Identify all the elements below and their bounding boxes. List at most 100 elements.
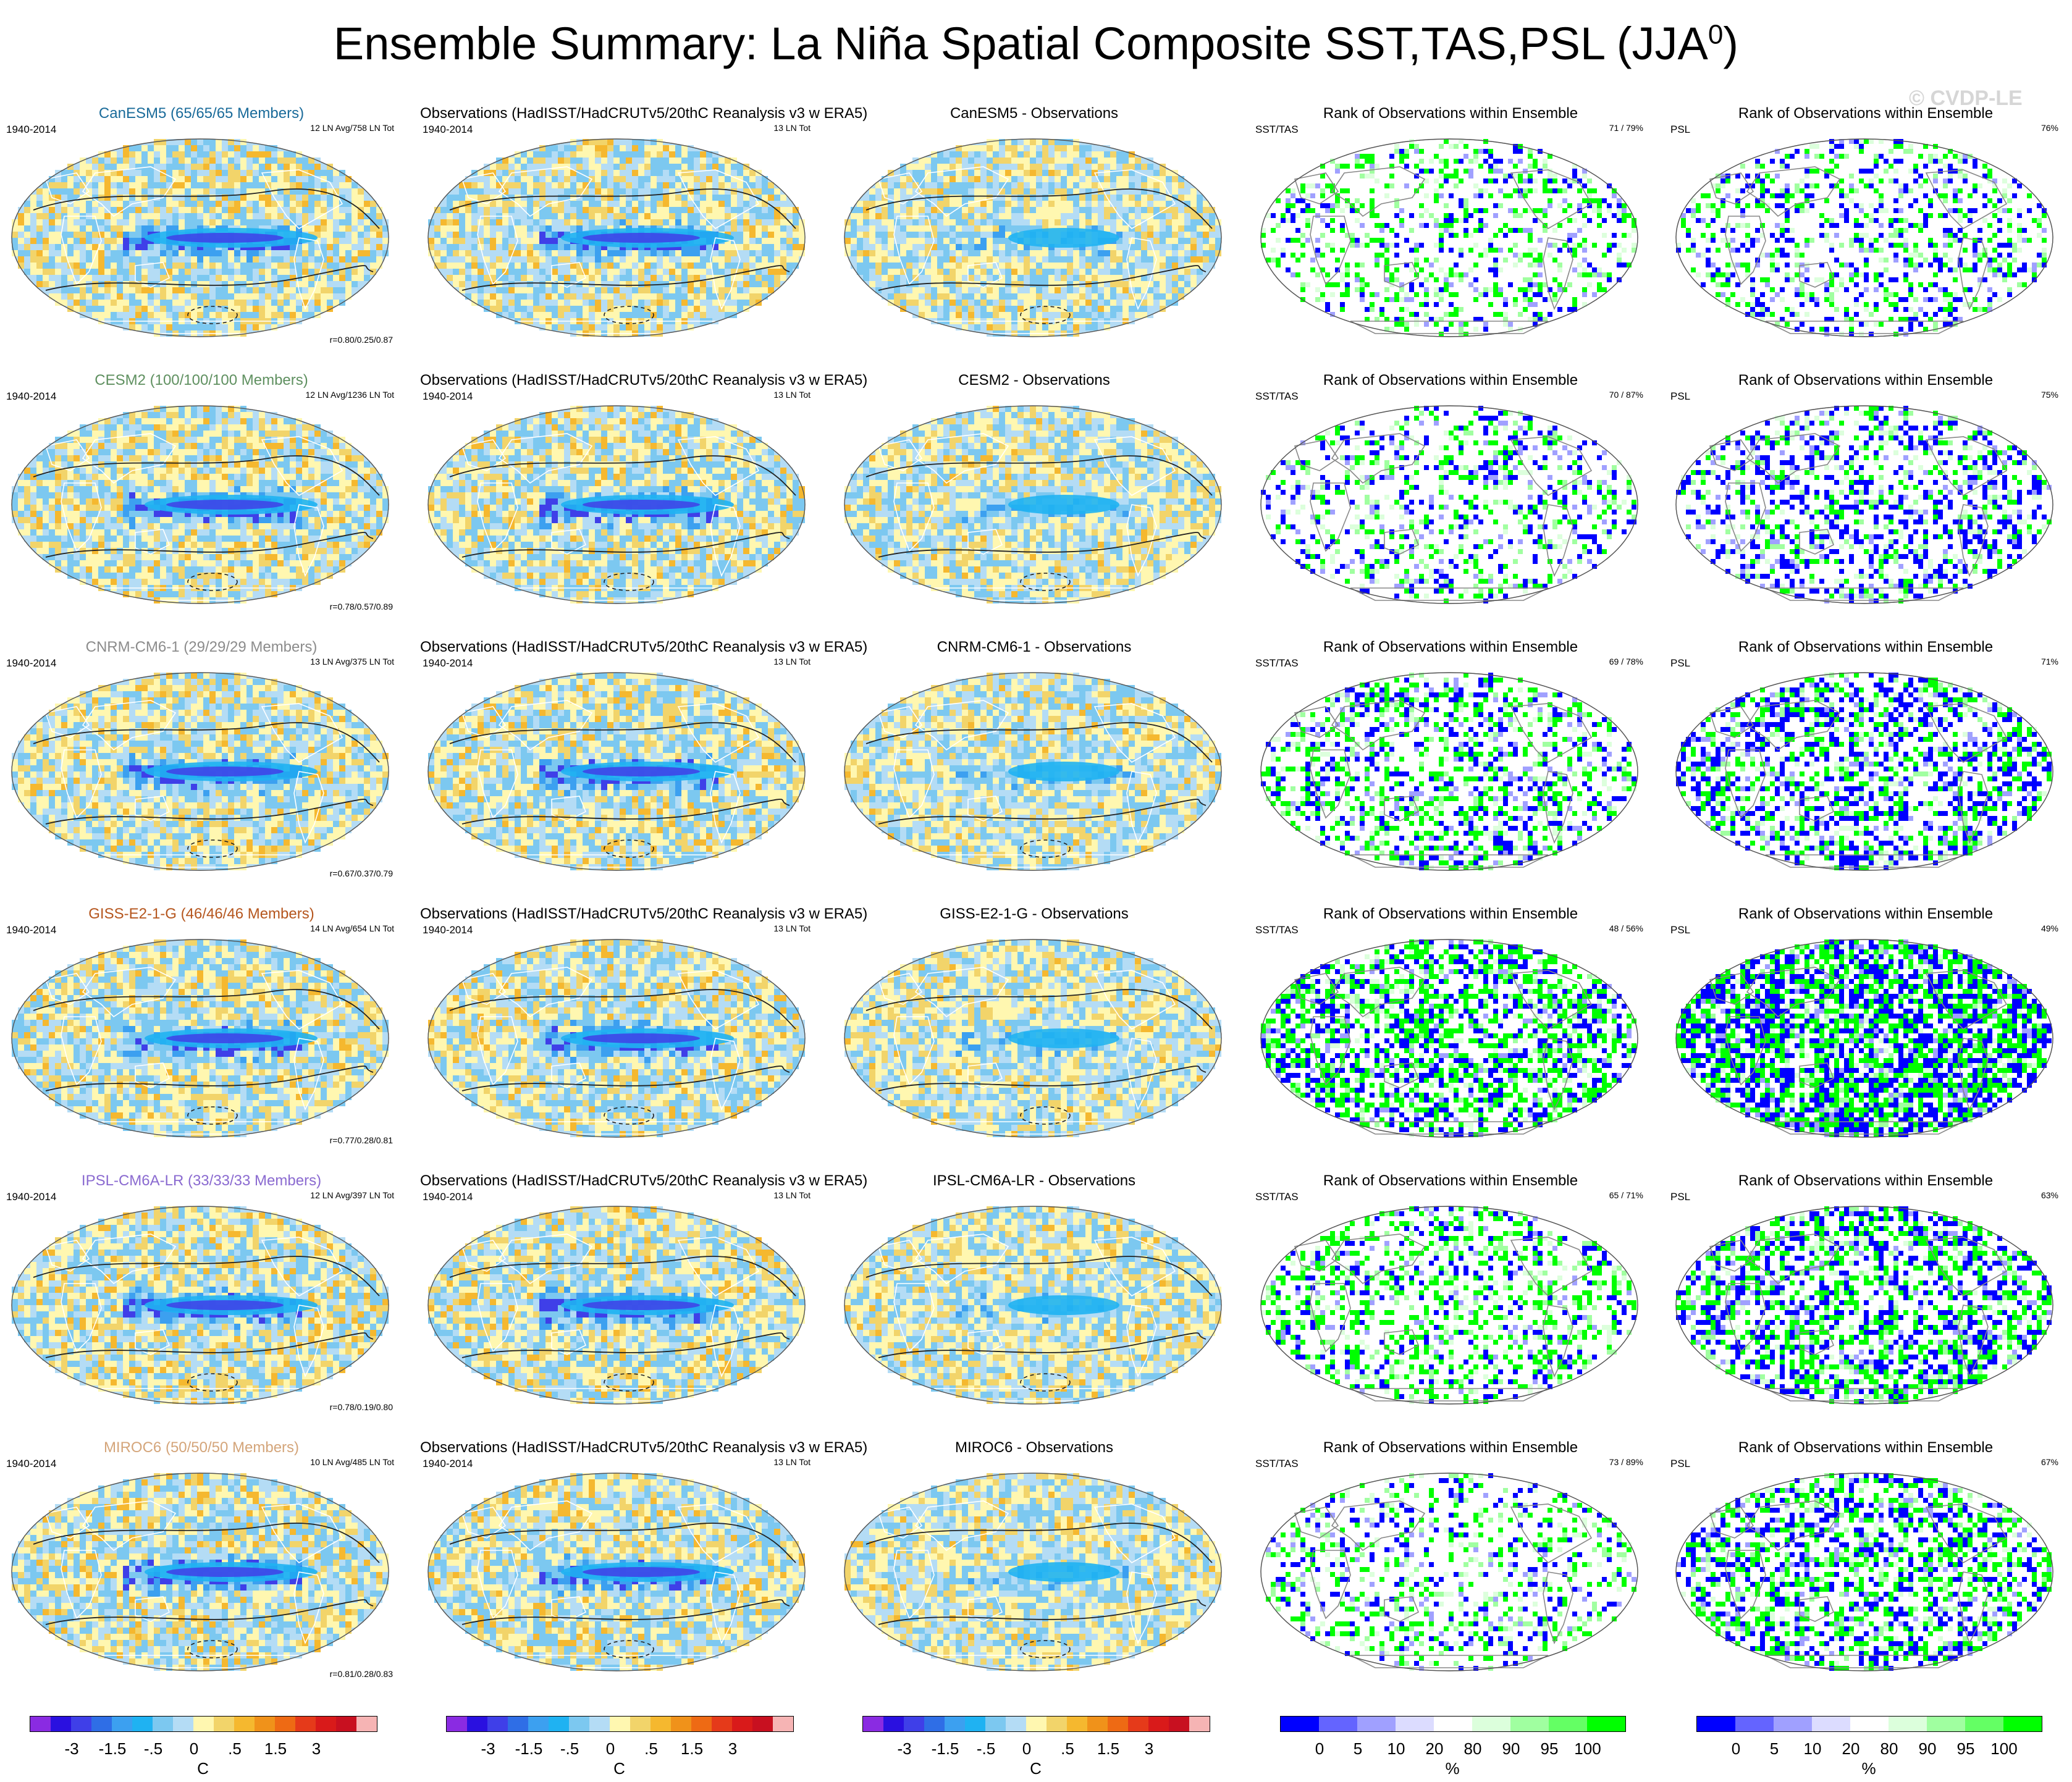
colorbar-tick: 0: [1022, 1739, 1031, 1759]
panel-subtitle-left: PSL: [1670, 1191, 1690, 1203]
pattern-correlation: r=0.81/0.28/0.83: [330, 1669, 393, 1679]
panel-subtitle-left: 1940-2014: [423, 924, 473, 936]
colorbar-tick: 0: [1315, 1739, 1324, 1759]
colorbar-swatch: [1889, 1717, 1927, 1731]
colorbar-swatch: [945, 1717, 965, 1731]
global-map: [1260, 1473, 1638, 1671]
colorbar-swatch: [1067, 1717, 1087, 1731]
colorbar-tick: -.5: [560, 1739, 579, 1759]
colorbar-swatch: [173, 1717, 193, 1731]
colorbar-swatch: [1812, 1717, 1850, 1731]
colorbar-tick: 10: [1804, 1739, 1822, 1759]
colorbar-swatch: [336, 1717, 356, 1731]
watermark: © CVDP-LE: [1909, 86, 2023, 111]
panel-subtitle-left: 1940-2014: [6, 657, 56, 670]
diff-panel: CNRM-CM6-1 - Observations: [836, 639, 1232, 904]
colorbar-swatch: [356, 1717, 377, 1731]
colorbar-swatch: [1128, 1717, 1148, 1731]
colorbar-swatch: [1357, 1717, 1396, 1731]
panel-subtitle-left: SST/TAS: [1255, 657, 1299, 670]
rank-psl-panel: Rank of Observations within Ensemble PSL 6…: [1668, 1172, 2063, 1438]
colorbar-unit: %: [1861, 1759, 1876, 1778]
panel-title: Rank of Observations within Ensemble: [1253, 1172, 1648, 1190]
obs-panel: Observations (HadISST/HadCRUTv5/20thC Re…: [420, 372, 867, 637]
colorbar-swatch: [630, 1717, 651, 1731]
panel-subtitle-left: 1940-2014: [6, 124, 56, 136]
colorbar-swatch: [1965, 1717, 2003, 1731]
global-map: [427, 672, 806, 871]
panel-subtitle-left: 1940-2014: [423, 657, 473, 670]
colorbar-swatch: [752, 1717, 773, 1731]
colorbar-swatches: [1280, 1716, 1626, 1732]
panel-subtitle-right: 49%: [2041, 923, 2058, 934]
colorbar-tick: 5: [1770, 1739, 1779, 1759]
model-panel: MIROC6 (50/50/50 Members) 1940-2014 10 LN …: [4, 1439, 399, 1705]
global-map: [427, 405, 806, 604]
panel-title: Rank of Observations within Ensemble: [1253, 1439, 1648, 1456]
panel-subtitle-right: 48 / 56%: [1609, 923, 1643, 934]
panel-subtitle-left: PSL: [1670, 657, 1690, 670]
colorbar-swatch: [965, 1717, 985, 1731]
panel-subtitle-right: 13 LN Tot: [773, 923, 811, 934]
colorbar-swatch: [1006, 1717, 1026, 1731]
diff-panel: CanESM5 - Observations: [836, 105, 1232, 371]
colorbar-swatch: [1189, 1717, 1210, 1731]
panel-title: Observations (HadISST/HadCRUTv5/20thC Re…: [420, 1172, 867, 1190]
global-map: [1675, 672, 2053, 871]
panel-subtitle-right: 13 LN Tot: [773, 389, 811, 400]
global-map: [844, 138, 1222, 337]
colorbar-tick: .5: [644, 1739, 658, 1759]
panel-title: IPSL-CM6A-LR (33/33/33 Members): [4, 1172, 399, 1190]
panel-subtitle-right: 10 LN Avg/485 LN Tot: [310, 1456, 394, 1468]
model-panel: CanESM5 (65/65/65 Members) 1940-2014 12 LN…: [4, 105, 399, 371]
panel-title: Observations (HadISST/HadCRUTv5/20thC Re…: [420, 639, 867, 656]
colorbar-swatch: [214, 1717, 234, 1731]
panel-subtitle-right: 67%: [2041, 1456, 2058, 1468]
panel-title: GISS-E2-1-G (46/46/46 Members): [4, 906, 399, 923]
colorbar-unit: C: [613, 1759, 625, 1778]
colorbar-swatch: [1697, 1717, 1735, 1731]
colorbar-swatches: [446, 1716, 794, 1732]
colorbar-tick: .5: [228, 1739, 242, 1759]
colorbar-tick: -3: [64, 1739, 78, 1759]
colorbar-swatch: [1319, 1717, 1357, 1731]
colorbar-swatch: [51, 1717, 71, 1731]
colorbar-swatch: [883, 1717, 904, 1731]
colorbar-tick: -3: [897, 1739, 911, 1759]
panel-subtitle-left: SST/TAS: [1255, 1458, 1299, 1470]
colorbar-swatch: [132, 1717, 153, 1731]
colorbar-swatches: [862, 1716, 1210, 1732]
colorbar-swatch: [193, 1717, 214, 1731]
colorbar-tick: 1.5: [681, 1739, 703, 1759]
colorbar-tick: 3: [312, 1739, 321, 1759]
colorbar-tick: 20: [1426, 1739, 1444, 1759]
colorbar-tick: 3: [728, 1739, 737, 1759]
colorbar-tick: 1.5: [1097, 1739, 1119, 1759]
colorbar-swatch: [91, 1717, 112, 1731]
global-map: [11, 672, 389, 871]
panel-subtitle-left: 1940-2014: [423, 1458, 473, 1470]
panel-subtitle-left: 1940-2014: [423, 124, 473, 136]
panel-title: Rank of Observations within Ensemble: [1668, 105, 2063, 122]
panel-subtitle-right: 73 / 89%: [1609, 1456, 1643, 1468]
colorbar-unit: C: [1030, 1759, 1042, 1778]
panel-subtitle-left: 1940-2014: [6, 390, 56, 403]
pattern-correlation: r=0.80/0.25/0.87: [330, 335, 393, 345]
panel-subtitle-right: 13 LN Tot: [773, 1190, 811, 1201]
page-title: Ensemble Summary: La Niña Spatial Compos…: [0, 17, 2072, 70]
colorbar-swatch: [732, 1717, 752, 1731]
colorbar-tick: 80: [1464, 1739, 1482, 1759]
global-map: [11, 939, 389, 1138]
panel-title: Observations (HadISST/HadCRUTv5/20thC Re…: [420, 372, 867, 389]
panel-subtitle-right: 63%: [2041, 1190, 2058, 1201]
panel-title: Rank of Observations within Ensemble: [1668, 906, 2063, 923]
global-map: [427, 1473, 806, 1671]
panel-subtitle-right: 12 LN Avg/758 LN Tot: [310, 122, 394, 133]
panel-subtitle-left: SST/TAS: [1255, 1191, 1299, 1203]
panel-title: Rank of Observations within Ensemble: [1668, 1439, 2063, 1456]
rank-sst-panel: Rank of Observations within Ensemble SST/…: [1253, 639, 1648, 904]
panel-title: MIROC6 (50/50/50 Members): [4, 1439, 399, 1456]
global-map: [844, 672, 1222, 871]
colorbar-tick: -.5: [144, 1739, 162, 1759]
panel-title: Rank of Observations within Ensemble: [1253, 906, 1648, 923]
